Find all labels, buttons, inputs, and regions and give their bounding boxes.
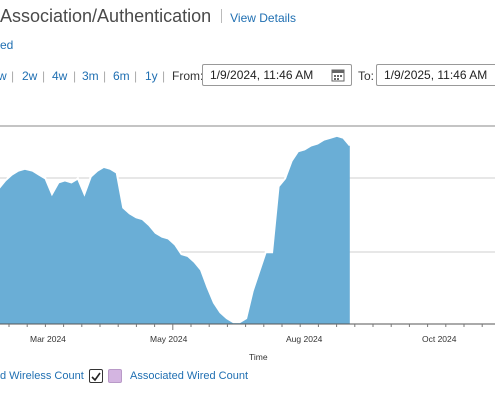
wireless-count-area	[0, 135, 350, 324]
association-chart: Mar 2024 May 2024 Aug 2024 Oct 2024 Time	[0, 125, 495, 362]
range-button-6m[interactable]: 6m	[113, 69, 130, 83]
range-separator: |	[42, 69, 46, 83]
to-date-input[interactable]: 1/9/2025, 11:46 AM	[376, 64, 495, 86]
x-tick-label-mar-2024: Mar 2024	[30, 334, 66, 344]
x-tick-label-may-2024: May 2024	[150, 334, 188, 344]
x-axis-ticks	[8, 324, 483, 330]
legend-wireless-checkbox[interactable]	[89, 369, 103, 383]
header: Association/Authentication View Details	[0, 6, 296, 27]
legend-wired-checkbox[interactable]	[108, 369, 122, 383]
range-separator: |	[162, 69, 166, 83]
wireless-count-line	[0, 134, 351, 324]
range-button-2w[interactable]: 2w	[22, 69, 38, 83]
checkmark-icon	[91, 372, 101, 382]
to-label: To:	[358, 69, 375, 83]
range-button-1y[interactable]: 1y	[145, 69, 158, 83]
to-date-value: 1/9/2025, 11:46 AM	[384, 68, 488, 82]
range-button-1w[interactable]: w	[0, 69, 7, 83]
calendar-icon[interactable]	[331, 68, 345, 82]
x-tick-label-oct-2024: Oct 2024	[422, 334, 457, 344]
view-details-link[interactable]: View Details	[230, 11, 296, 25]
range-button-3m[interactable]: 3m	[82, 69, 99, 83]
from-date-value: 1/9/2024, 11:46 AM	[210, 68, 314, 82]
x-axis-title: Time	[249, 352, 268, 362]
range-button-4w[interactable]: 4w	[52, 69, 68, 83]
sub-link[interactable]: ed	[0, 38, 14, 52]
range-separator: |	[134, 69, 138, 83]
legend-wireless-label: d Wireless Count	[0, 370, 84, 382]
legend-wired-label: Associated Wired Count	[130, 370, 248, 382]
title-divider	[221, 9, 223, 23]
range-separator: |	[103, 69, 107, 83]
x-tick-label-aug-2024: Aug 2024	[286, 334, 323, 344]
range-separator: |	[73, 69, 77, 83]
range-separator: |	[11, 69, 15, 83]
page-title: Association/Authentication	[0, 6, 212, 26]
from-label: From:	[172, 69, 204, 83]
from-date-input[interactable]: 1/9/2024, 11:46 AM	[202, 64, 352, 86]
